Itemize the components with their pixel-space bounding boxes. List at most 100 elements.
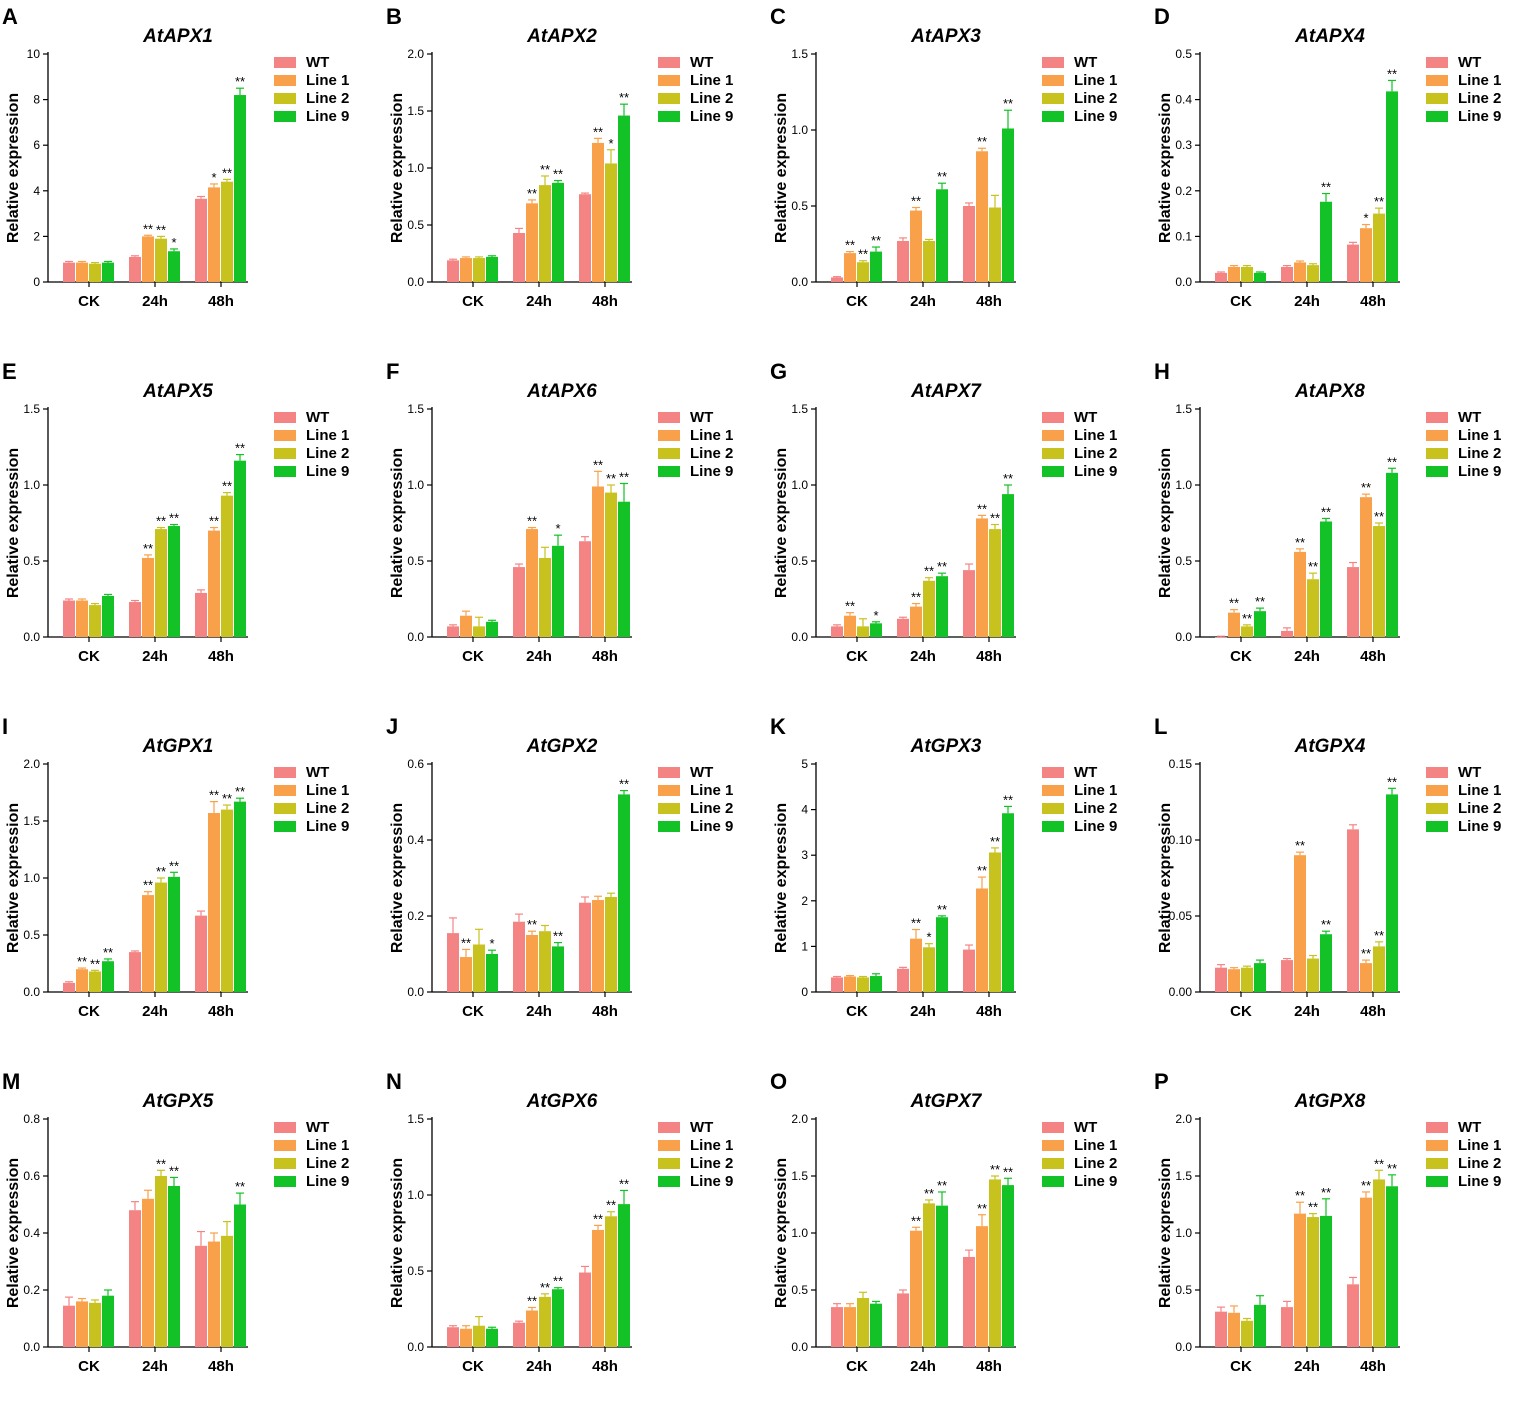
bar bbox=[976, 151, 988, 282]
legend-swatch bbox=[274, 821, 296, 832]
legend-swatch bbox=[658, 412, 680, 423]
y-tick-label: 1.0 bbox=[791, 123, 808, 137]
x-tick-label: 24h bbox=[1294, 1358, 1320, 1375]
bar bbox=[1241, 967, 1253, 992]
x-tick-label: CK bbox=[78, 1003, 100, 1020]
bar bbox=[155, 882, 167, 992]
significance-label: ** bbox=[77, 954, 87, 969]
significance-label: ** bbox=[977, 134, 987, 149]
bar bbox=[1241, 266, 1253, 282]
significance-label: ** bbox=[235, 784, 245, 799]
bar bbox=[63, 262, 75, 282]
bar bbox=[63, 982, 75, 992]
bar bbox=[1228, 612, 1240, 637]
bar bbox=[142, 1198, 154, 1347]
y-tick-label: 0.05 bbox=[1169, 909, 1193, 923]
significance-label: ** bbox=[911, 1213, 921, 1228]
significance-label: ** bbox=[461, 935, 471, 950]
significance-label: ** bbox=[527, 917, 537, 932]
legend-swatch bbox=[658, 466, 680, 477]
legend-label: Line 1 bbox=[306, 782, 349, 799]
legend-swatch bbox=[658, 803, 680, 814]
significance-label: ** bbox=[143, 878, 153, 893]
x-tick-label: 48h bbox=[1360, 648, 1386, 665]
legend-swatch bbox=[1426, 1158, 1448, 1169]
significance-label: ** bbox=[143, 221, 153, 236]
significance-label: ** bbox=[990, 834, 1000, 849]
y-tick-label: 0.5 bbox=[1175, 47, 1192, 61]
bar bbox=[221, 809, 233, 992]
bar bbox=[936, 189, 948, 282]
bar bbox=[208, 530, 220, 637]
significance-label: ** bbox=[990, 511, 1000, 526]
bar bbox=[592, 900, 604, 992]
bar bbox=[870, 251, 882, 282]
y-axis-label: Relative expression bbox=[5, 448, 22, 598]
bar bbox=[473, 626, 485, 637]
x-tick-label: CK bbox=[846, 1358, 868, 1375]
bar bbox=[1281, 1307, 1293, 1347]
significance-label: ** bbox=[619, 469, 629, 484]
y-tick-label: 1.5 bbox=[1175, 1169, 1192, 1183]
chart-svg: AtAPX5 Relative expression 0.0 0.5 1.0 1.5 CK 2… bbox=[5, 381, 349, 665]
legend-label: Line 2 bbox=[1074, 90, 1117, 107]
x-tick-label: 24h bbox=[526, 293, 552, 310]
significance-label: ** bbox=[1374, 509, 1384, 524]
legend-label: WT bbox=[306, 1119, 329, 1136]
bar bbox=[831, 626, 843, 637]
legend-swatch bbox=[658, 1176, 680, 1187]
legend-swatch bbox=[1042, 1158, 1064, 1169]
chart-svg: AtAPX7 Relative expression 0.0 0.5 1.0 1.5 CK *… bbox=[773, 381, 1117, 665]
bar bbox=[142, 236, 154, 282]
chart-svg: AtGPX1 Relative expression 0.0 0.5 1.0 1.5 2.0… bbox=[5, 736, 349, 1020]
panel-E: E AtAPX5 Relative expression 0.0 0.5 1.0 1.5 CK… bbox=[0, 357, 384, 712]
bar bbox=[473, 1325, 485, 1347]
chart-title: AtGPX2 bbox=[526, 736, 598, 757]
panel-letter: B bbox=[386, 4, 402, 29]
bar bbox=[1241, 626, 1253, 637]
y-tick-label: 0.0 bbox=[23, 985, 40, 999]
significance-label: ** bbox=[169, 1163, 179, 1178]
bar bbox=[473, 944, 485, 992]
bar bbox=[1241, 1320, 1253, 1347]
bar bbox=[486, 621, 498, 637]
bar bbox=[1360, 1197, 1372, 1347]
significance-label: ** bbox=[1003, 471, 1013, 486]
legend-label: Line 2 bbox=[306, 445, 349, 462]
significance-label: ** bbox=[1374, 928, 1384, 943]
bar bbox=[1386, 794, 1398, 992]
bar bbox=[526, 203, 538, 282]
significance-label: ** bbox=[1242, 611, 1252, 626]
legend-swatch bbox=[1042, 1122, 1064, 1133]
y-tick-label: 0.0 bbox=[407, 275, 424, 289]
panel-L: L AtGPX4 Relative expression 0.00 0.05 0.10 0.… bbox=[1152, 712, 1536, 1067]
y-axis-label: Relative expression bbox=[5, 1158, 22, 1308]
legend-swatch bbox=[658, 1122, 680, 1133]
legend-label: Line 2 bbox=[1074, 800, 1117, 817]
bar bbox=[976, 1226, 988, 1347]
bar bbox=[447, 260, 459, 282]
bar bbox=[168, 876, 180, 992]
bar bbox=[89, 1302, 101, 1347]
bar bbox=[1320, 1215, 1332, 1347]
bar bbox=[539, 185, 551, 282]
significance-label: * bbox=[1363, 211, 1368, 226]
legend-swatch bbox=[658, 75, 680, 86]
x-tick-label: 48h bbox=[1360, 1358, 1386, 1375]
bar bbox=[1228, 969, 1240, 992]
legend-swatch bbox=[1426, 430, 1448, 441]
bar bbox=[1307, 1217, 1319, 1347]
x-tick-label: 48h bbox=[592, 1003, 618, 1020]
legend-label: WT bbox=[1074, 764, 1097, 781]
significance-label: ** bbox=[143, 541, 153, 556]
legend-label: Line 1 bbox=[690, 427, 733, 444]
bar bbox=[234, 95, 246, 282]
panel-I: I AtGPX1 Relative expression 0.0 0.5 1.0 1.5 2.… bbox=[0, 712, 384, 1067]
bar bbox=[1386, 1186, 1398, 1347]
bar bbox=[870, 623, 882, 637]
legend-label: Line 1 bbox=[306, 1137, 349, 1154]
significance-label: ** bbox=[606, 1198, 616, 1213]
bar bbox=[552, 1289, 564, 1347]
bar bbox=[1281, 960, 1293, 992]
bar bbox=[618, 115, 630, 282]
